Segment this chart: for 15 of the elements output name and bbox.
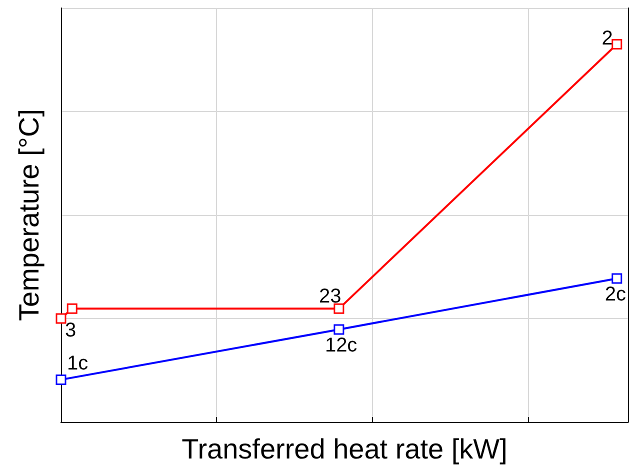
point [612,273,622,284]
annotation: 2c [604,283,626,306]
y-axis-title: Temperature [°C] [14,109,44,321]
annotation: 3 [65,320,76,342]
point [56,313,66,324]
point [334,324,344,335]
x-axis-title: Transferred heat rate [kW] [182,433,508,464]
point [56,374,66,385]
point [66,303,78,314]
annotation: 12c [324,334,358,356]
point [612,39,622,50]
point [334,303,344,314]
annotation: 23 [318,286,342,308]
annotation: 2 [602,27,613,50]
annotation: 1c [67,352,88,375]
